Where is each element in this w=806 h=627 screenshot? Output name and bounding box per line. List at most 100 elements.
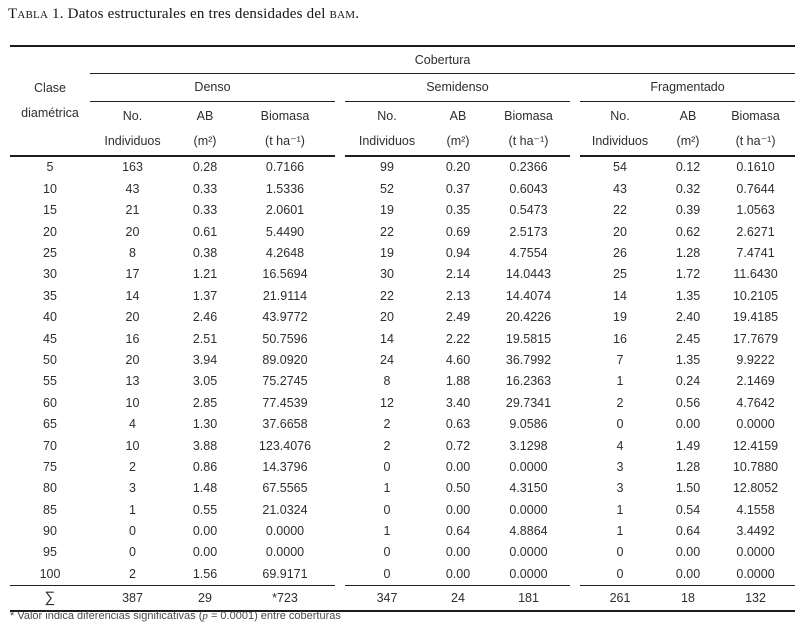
column-gap [570, 264, 580, 285]
fragmentado-cell: 1.0563 [736, 203, 775, 218]
clase-cell: 35 [43, 288, 57, 303]
col-header-ab: AB (m²) [660, 101, 716, 157]
header-line2: Individuos [591, 133, 649, 148]
span-header-cobertura: Cobertura [90, 46, 796, 74]
fragmentado-total-cell: 18 [660, 584, 716, 611]
fragmentado-cell: 0.0000 [736, 566, 775, 581]
column-gap [335, 585, 345, 611]
column-gap [570, 563, 580, 585]
sum-symbol-cell: ∑ [10, 584, 90, 611]
fragmentado-cell: 12.4159 [732, 438, 779, 453]
fragmentado-cell: 3.4492 [736, 524, 775, 539]
denso-cell: 1 [129, 502, 136, 517]
clase-cell: 10 [43, 181, 57, 196]
header-line2: (t ha⁻¹) [265, 133, 305, 148]
header-line1: AB [196, 108, 214, 123]
fragmentado-total-cell: 261 [580, 584, 660, 611]
header-line2: Individuos [104, 133, 161, 148]
footnote-text: * Valor indica diferencias significativa… [10, 610, 203, 622]
denso-cell: 0.55 [192, 502, 218, 517]
fragmentado-cell: 0.24 [675, 374, 701, 389]
semidenso-cell: 12 [380, 395, 394, 410]
fragmentado-cell: 11.6430 [733, 267, 778, 282]
column-gap [335, 542, 345, 563]
fragmentado-cell: 2.1469 [736, 374, 775, 389]
semidenso-cell: 14.4074 [505, 288, 552, 303]
row-header-line2: diamétrica [21, 106, 79, 120]
denso-cell: 43 [125, 181, 140, 196]
fragmentado-cell: 1.28 [675, 246, 701, 260]
column-gap [570, 243, 580, 264]
clase-cell: 15 [43, 203, 57, 218]
column-gap [570, 499, 580, 520]
denso-total-cell: 387 [90, 584, 175, 611]
header-line1: Biomasa [731, 108, 780, 123]
semidenso-total-cell: 347 [345, 584, 429, 611]
denso-cell: 50.7596 [262, 331, 308, 346]
fragmentado-cell: 4 [616, 438, 624, 453]
denso-cell: 0.38 [192, 246, 218, 260]
semidenso-cell: 4.7554 [509, 246, 548, 260]
denso-cell: 3 [129, 481, 136, 496]
semidenso-cell: 19 [380, 246, 394, 260]
denso-cell: 2.0601 [265, 203, 305, 218]
denso-cell: 0.86 [192, 459, 218, 474]
fragmentado-cell: 26 [613, 246, 627, 260]
header-line2: Individuos [358, 133, 416, 148]
fragmentado-cell: 1.28 [675, 459, 701, 474]
column-header-row: No. Individuos AB (m²) Biomasa (t ha⁻¹) … [10, 101, 796, 157]
header-line2: (t ha⁻¹) [508, 133, 549, 148]
semidenso-cell: 0.0000 [509, 502, 548, 517]
denso-cell: 37.6658 [262, 417, 308, 432]
column-gap [335, 350, 345, 371]
column-gap [335, 200, 345, 221]
fragmentado-cell: 0.00 [675, 545, 701, 560]
semidenso-cell: 0.6043 [509, 181, 548, 196]
denso-cell: 1.48 [192, 481, 218, 496]
fragmentado-cell: 0.56 [675, 395, 701, 410]
column-gap [335, 264, 345, 285]
fragmentado-cell: 1 [616, 502, 624, 517]
fragmentado-cell: 3 [616, 459, 624, 474]
footnote: * Valor indica diferencias significativa… [10, 610, 341, 622]
column-gap [570, 221, 580, 242]
denso-cell: 3.88 [192, 438, 218, 453]
column-gap [335, 371, 345, 392]
header-line1: Biomasa [504, 108, 553, 123]
denso-cell: 16.5694 [262, 267, 308, 282]
table-row: 20 20 0.61 5.4490 22 0.69 2.5173 20 0.62 2.6271 [10, 221, 795, 242]
semidenso-cell: 2.49 [445, 310, 471, 325]
header-line2: (m²) [676, 133, 700, 148]
clase-cell: 100 [39, 566, 61, 581]
fragmentado-cell: 0.54 [675, 502, 701, 517]
fragmentado-cell: 0.39 [675, 203, 701, 218]
clase-cell: 5 [46, 160, 54, 175]
denso-cell: 0.0000 [265, 545, 305, 560]
semidenso-cell: 0 [383, 459, 391, 474]
header-line1: No. [122, 108, 143, 123]
fragmentado-cell: 0 [616, 566, 624, 581]
denso-cell: 13 [125, 374, 140, 389]
semidenso-cell: 0.00 [445, 459, 471, 474]
fragmentado-cell: 1.35 [675, 288, 701, 303]
fragmentado-cell: 0 [616, 417, 624, 432]
denso-cell: 0.7166 [265, 160, 305, 175]
col-header-no-individuos: No. Individuos [580, 101, 660, 157]
denso-cell: 1.56 [192, 566, 218, 581]
denso-cell: 0.33 [192, 181, 218, 196]
semidenso-cell: 14.0443 [505, 267, 552, 282]
table-row: 95 0 0.00 0.0000 0 0.00 0.0000 0 0.00 0.0000 [10, 542, 795, 563]
clase-cell: 45 [43, 331, 57, 346]
fragmentado-cell: 22 [613, 203, 627, 218]
fragmentado-cell: 0.64 [675, 524, 701, 539]
semidenso-cell: 2.13 [445, 288, 471, 303]
semidenso-cell: 0.2366 [509, 160, 548, 175]
denso-cell: 20 [125, 224, 140, 239]
table-row: 25 8 0.38 4.2648 19 0.94 4.7554 26 1.28 7.4741 [10, 243, 795, 264]
column-gap [570, 456, 580, 477]
denso-cell: 21 [125, 203, 140, 218]
semidenso-cell: 52 [380, 181, 394, 196]
column-gap [335, 156, 345, 178]
denso-cell: 1.21 [192, 267, 218, 282]
denso-cell: 20 [125, 352, 140, 367]
